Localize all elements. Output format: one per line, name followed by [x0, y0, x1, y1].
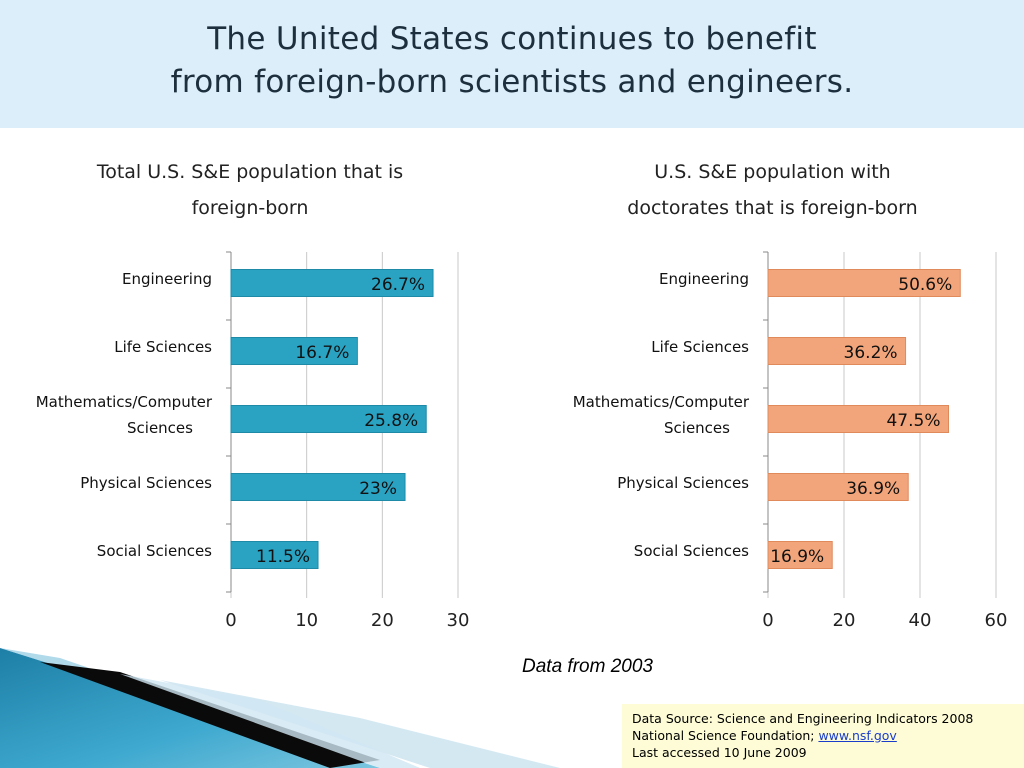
source-line: Data Source: Science and Engineering Ind…: [632, 711, 974, 726]
source-box: Data Source: Science and Engineering Ind…: [622, 704, 1024, 768]
source-organization-line: National Science Foundation; www.nsf.gov: [632, 727, 1024, 744]
slide-title: The United States continues to benefit f…: [0, 18, 1024, 104]
right-chart-title-line2: doctorates that is foreign-born: [627, 197, 918, 219]
source-organization: National Science Foundation;: [632, 728, 819, 743]
left-chart-x-tick-label: 10: [295, 610, 318, 631]
right-chart-x-tick-label: 20: [833, 610, 856, 631]
left-chart-bar: [230, 269, 434, 297]
left-chart-category-label: Physical Sciences: [80, 474, 212, 492]
right-chart-x-tick-label: 40: [909, 610, 932, 631]
right-chart-data-label: 16.9%: [770, 547, 824, 567]
left-chart-bar: [230, 473, 406, 501]
right-chart-category-label: Engineering: [659, 270, 749, 288]
right-chart-title-line1: U.S. S&E population with: [654, 161, 891, 183]
source-link[interactable]: www.nsf.gov: [818, 728, 897, 743]
right-chart-category-label: Life Sciences: [651, 338, 749, 356]
slide-title-line2: from foreign-born scientists and enginee…: [170, 64, 854, 100]
right-chart-category-label: Physical Sciences: [617, 474, 749, 492]
left-chart-category-label: Social Sciences: [97, 542, 212, 560]
right-chart-category-label: Social Sciences: [634, 542, 749, 560]
left-chart-category-label: Engineering: [122, 270, 212, 288]
left-chart-x-tick-label: 30: [447, 610, 470, 631]
title-banner: [0, 0, 1024, 128]
left-chart-title-line2: foreign-born: [191, 197, 309, 219]
data-year-note: Data from 2003: [522, 656, 653, 677]
right-chart-bar: [767, 337, 907, 365]
right-chart-data-label: 47.5%: [886, 411, 940, 431]
left-chart-data-label: 26.7%: [371, 275, 425, 295]
right-chart-category-label: Mathematics/Computer: [573, 393, 750, 411]
left-chart-category-label: Life Sciences: [114, 338, 212, 356]
right-chart-bar: [767, 473, 909, 501]
source-accessed-line: Last accessed 10 June 2009: [632, 745, 807, 760]
right-chart-category-label: Sciences: [664, 419, 730, 437]
left-chart-x-tick-label: 0: [225, 610, 236, 631]
left-chart-data-label: 23%: [359, 479, 397, 499]
right-chart-title: U.S. S&E population with doctorates that…: [575, 154, 970, 226]
left-chart-category-label: Sciences: [127, 419, 193, 437]
left-chart-x-tick-label: 20: [371, 610, 394, 631]
left-chart-data-label: 11.5%: [256, 547, 310, 567]
left-chart-bar: [230, 337, 358, 365]
right-chart-data-label: 36.2%: [844, 343, 898, 363]
left-chart-category-label: Mathematics/Computer: [36, 393, 213, 411]
slide-title-line1: The United States continues to benefit: [207, 21, 817, 57]
right-chart-x-tick-label: 0: [762, 610, 773, 631]
right-chart-data-label: 36.9%: [846, 479, 900, 499]
left-chart-title-line1: Total U.S. S&E population that is: [96, 161, 404, 183]
left-chart-title: Total U.S. S&E population that is foreig…: [45, 154, 455, 226]
left-chart-data-label: 25.8%: [364, 411, 418, 431]
left-chart-data-label: 16.7%: [295, 343, 349, 363]
left-chart-bar: [230, 541, 319, 569]
left-chart-bar: [230, 405, 427, 433]
right-chart-bar: [767, 405, 949, 433]
right-chart-x-tick-label: 60: [985, 610, 1008, 631]
right-chart-data-label: 50.6%: [898, 275, 952, 295]
right-chart-bar: [767, 269, 961, 297]
right-chart-bar: [767, 541, 833, 569]
